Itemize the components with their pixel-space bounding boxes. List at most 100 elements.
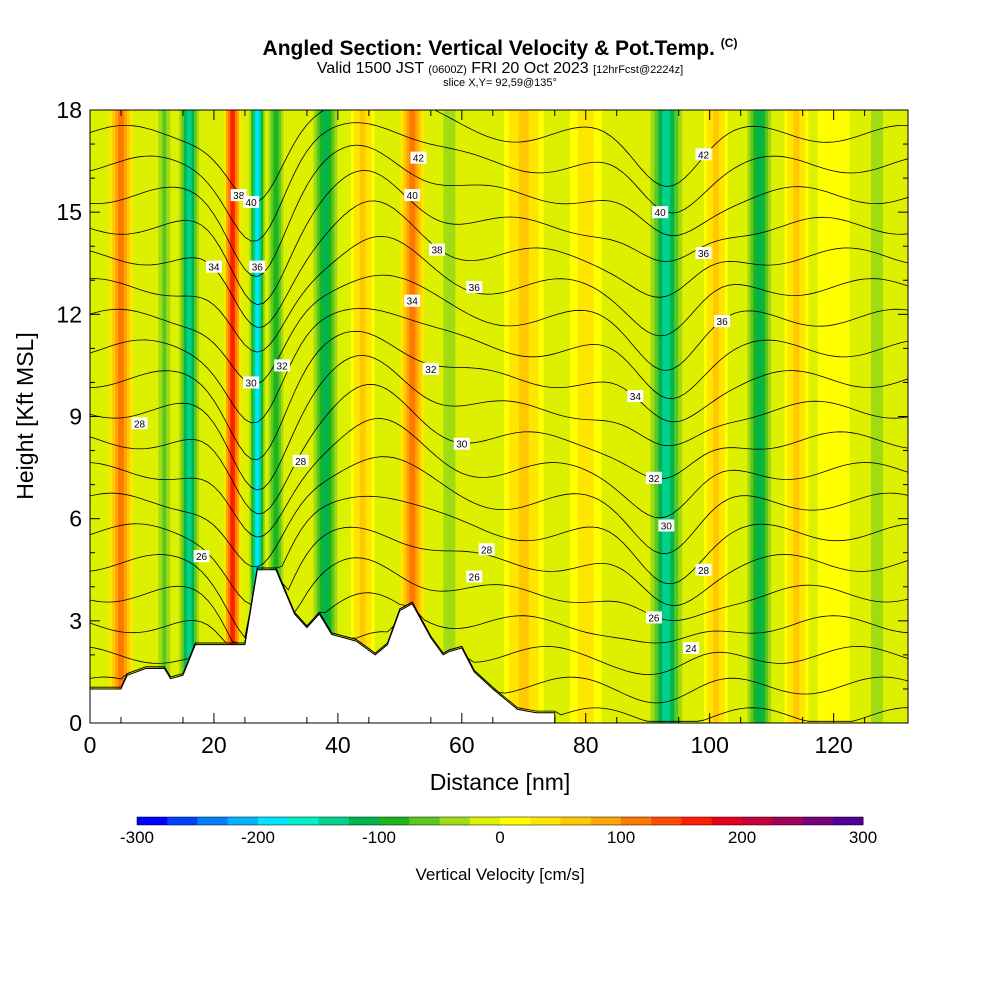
valid-time: Valid 1500 JST	[316, 60, 424, 77]
svg-text:34: 34	[630, 392, 642, 403]
isentrope-43	[90, 110, 908, 203]
colorbar-swatch	[439, 817, 471, 825]
velocity-band-11-4	[581, 110, 590, 723]
svg-text:32: 32	[425, 365, 437, 376]
svg-text:36: 36	[252, 263, 264, 274]
y-axis-label: Height [Kft MSL]	[12, 332, 38, 499]
svg-text:36: 36	[717, 317, 729, 328]
x-tick-label: 100	[691, 732, 729, 758]
x-axis-label: Distance [nm]	[430, 769, 571, 795]
isentrope-label: 26	[193, 550, 210, 563]
isentrope-label: 36	[466, 281, 483, 294]
colorbar-swatch	[500, 817, 531, 825]
velocity-band-5-4	[273, 110, 279, 723]
velocity-band-9-4	[446, 110, 453, 723]
isentrope-label: 28	[695, 563, 712, 577]
colorbar-swatch	[379, 817, 410, 825]
svg-text:38: 38	[431, 246, 443, 257]
velocity-band-15-4	[793, 110, 800, 723]
valid-date: FRI 20 Oct 2023	[471, 60, 589, 77]
velocity-band-13-4	[712, 110, 719, 723]
svg-text:38: 38	[233, 191, 245, 202]
svg-text:28: 28	[698, 566, 710, 577]
colorbar-swatch	[197, 817, 229, 825]
colorbar-swatch	[530, 817, 561, 825]
isentrope-label: 34	[404, 294, 421, 308]
svg-text:40: 40	[655, 208, 667, 219]
y-tick-label: 0	[69, 710, 82, 736]
isentrope-label: 32	[274, 359, 291, 372]
colorbar-swatch	[318, 817, 350, 825]
x-tick-label: 120	[814, 732, 852, 758]
x-tick-label: 80	[573, 732, 599, 758]
colorbar-swatch	[681, 817, 713, 825]
svg-text:32: 32	[648, 474, 660, 485]
colorbar-tick-label: -300	[120, 828, 154, 847]
colorbar-swatch	[832, 817, 864, 825]
isentrope-36	[90, 307, 908, 424]
isentrope-label: 28	[292, 454, 309, 468]
velocity-band-10-4	[518, 110, 529, 723]
velocity-band-16-4	[829, 110, 838, 723]
svg-text:28: 28	[295, 457, 307, 468]
isentrope-label: 36	[714, 315, 731, 328]
isentrope-28	[90, 557, 908, 644]
isentrope-label: 38	[429, 243, 446, 257]
isentrope-label: 30	[243, 376, 260, 389]
isentrope-label: 42	[695, 148, 712, 161]
isentrope-label: 40	[243, 195, 260, 209]
velocity-band-0-4	[118, 110, 124, 723]
velocity-band-14-4	[756, 110, 763, 723]
isentrope-32	[90, 418, 908, 538]
isentrope-label: 28	[478, 543, 495, 556]
colorbar-swatch	[227, 817, 259, 825]
y-tick-label: 12	[56, 301, 82, 327]
isentrope-label: 24	[683, 642, 700, 655]
isentrope-label: 36	[695, 247, 712, 260]
slice-info: slice X,Y= 92,59@135°	[443, 77, 557, 89]
colorbar-swatch	[469, 817, 501, 825]
svg-text:42: 42	[413, 154, 425, 165]
isentrope-label: 34	[627, 390, 644, 403]
forecast-info: [12hrFcst@2224z]	[593, 64, 684, 76]
isentrope-41	[90, 144, 908, 278]
svg-text:30: 30	[246, 378, 258, 389]
colorbar-swatch	[621, 817, 652, 825]
colorbar-swatch	[348, 817, 380, 825]
svg-text:40: 40	[246, 198, 258, 209]
colorbar-swatch	[651, 817, 682, 825]
colorbar-tick-label: 200	[728, 828, 756, 847]
isentrope-31	[90, 456, 908, 568]
velocity-band-8-4	[409, 110, 416, 723]
isentrope-label: 42	[410, 151, 427, 165]
isentrope-label: 36	[249, 260, 266, 274]
svg-text:34: 34	[208, 263, 220, 274]
svg-text:30: 30	[456, 440, 468, 451]
isentrope-37	[90, 274, 908, 385]
svg-text:36: 36	[469, 283, 481, 294]
plot-area: 2826343840363032284240383432363028263432…	[90, 110, 908, 723]
y-tick-label: 15	[56, 199, 82, 225]
colorbar-swatch	[742, 817, 773, 825]
velocity-band-7-4	[359, 110, 366, 723]
isentrope-label: 32	[645, 471, 662, 485]
isentrope-29	[90, 526, 908, 639]
isentrope-label: 38	[230, 189, 247, 202]
colorbar-swatch	[288, 817, 319, 825]
colorbar-tick-label: 0	[495, 828, 504, 847]
svg-text:26: 26	[196, 552, 208, 563]
isentrope-label: 40	[652, 206, 669, 219]
y-tick-label: 18	[56, 97, 82, 123]
x-tick-label: 40	[325, 732, 351, 758]
svg-text:26: 26	[648, 613, 660, 624]
colorbar-swatch	[258, 817, 289, 825]
svg-text:42: 42	[698, 150, 710, 161]
svg-text:30: 30	[661, 521, 673, 532]
velocity-band-1-4	[162, 110, 167, 723]
isentrope-label: 26	[466, 570, 483, 584]
chart-title-suffix: (C)	[720, 36, 738, 50]
x-tick-label: 0	[84, 732, 97, 758]
isentrope-38	[90, 235, 908, 353]
chart-title: Angled Section: Vertical Velocity & Pot.…	[0, 36, 1000, 61]
